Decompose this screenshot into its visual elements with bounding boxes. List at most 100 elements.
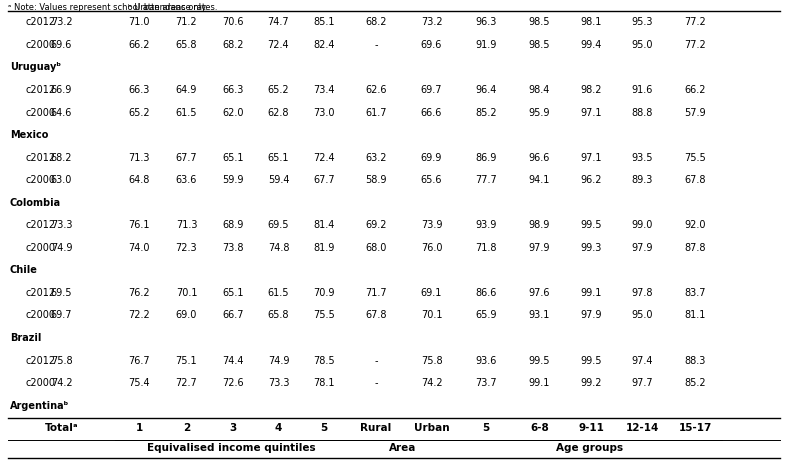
- Text: 96.6: 96.6: [529, 152, 550, 163]
- Text: 69.5: 69.5: [268, 220, 290, 230]
- Text: ᵃ Note: Values represent school attendance rates.: ᵃ Note: Values represent school attendan…: [8, 3, 217, 12]
- Text: 69.5: 69.5: [51, 288, 72, 298]
- Text: c2012: c2012: [26, 152, 56, 163]
- Text: 72.6: 72.6: [222, 378, 244, 388]
- Text: 62.6: 62.6: [365, 85, 387, 95]
- Text: 97.9: 97.9: [529, 243, 550, 253]
- Text: 75.8: 75.8: [51, 356, 72, 366]
- Text: 73.0: 73.0: [314, 108, 334, 117]
- Text: c2000: c2000: [26, 310, 56, 321]
- Text: 65.9: 65.9: [476, 310, 496, 321]
- Text: 88.3: 88.3: [684, 356, 706, 366]
- Text: 99.4: 99.4: [581, 40, 602, 50]
- Text: 68.2: 68.2: [365, 17, 387, 27]
- Text: 97.9: 97.9: [632, 243, 654, 253]
- Text: 66.2: 66.2: [128, 40, 150, 50]
- Text: 62.8: 62.8: [268, 108, 290, 117]
- Text: 71.3: 71.3: [176, 220, 197, 230]
- Text: 72.4: 72.4: [268, 40, 290, 50]
- Text: 62.0: 62.0: [222, 108, 244, 117]
- Text: 95.9: 95.9: [529, 108, 550, 117]
- Text: 71.2: 71.2: [176, 17, 197, 27]
- Text: c2012: c2012: [26, 356, 56, 366]
- Text: Area: Area: [389, 443, 416, 453]
- Text: 68.2: 68.2: [51, 152, 72, 163]
- Text: 75.8: 75.8: [421, 356, 443, 366]
- Text: 73.3: 73.3: [268, 378, 290, 388]
- Text: 4: 4: [275, 423, 282, 433]
- Text: 81.9: 81.9: [314, 243, 334, 253]
- Text: 98.5: 98.5: [529, 40, 550, 50]
- Text: 2: 2: [183, 423, 190, 433]
- Text: 69.6: 69.6: [421, 40, 442, 50]
- Text: c2000: c2000: [26, 378, 56, 388]
- Text: Totalᵃ: Totalᵃ: [45, 423, 79, 433]
- Text: 65.8: 65.8: [176, 40, 197, 50]
- Text: 63.2: 63.2: [365, 152, 387, 163]
- Text: 74.4: 74.4: [222, 356, 244, 366]
- Text: c2012: c2012: [26, 288, 56, 298]
- Text: -: -: [375, 378, 378, 388]
- Text: 73.9: 73.9: [421, 220, 442, 230]
- Text: 78.5: 78.5: [314, 356, 334, 366]
- Text: 65.2: 65.2: [268, 85, 290, 95]
- Text: 73.2: 73.2: [51, 17, 72, 27]
- Text: 70.6: 70.6: [222, 17, 244, 27]
- Text: c2012: c2012: [26, 85, 56, 95]
- Text: 74.8: 74.8: [268, 243, 290, 253]
- Text: 70.1: 70.1: [176, 288, 197, 298]
- Text: 61.5: 61.5: [268, 288, 290, 298]
- Text: c2000: c2000: [26, 243, 56, 253]
- Text: 96.2: 96.2: [581, 175, 602, 185]
- Text: Age groups: Age groups: [557, 443, 624, 453]
- Text: 69.6: 69.6: [51, 40, 72, 50]
- Text: 6-8: 6-8: [530, 423, 549, 433]
- Text: Urban: Urban: [414, 423, 449, 433]
- Text: 68.2: 68.2: [222, 40, 244, 50]
- Text: 97.8: 97.8: [632, 288, 654, 298]
- Text: 74.9: 74.9: [268, 356, 290, 366]
- Text: 91.9: 91.9: [476, 40, 496, 50]
- Text: 74.7: 74.7: [268, 17, 290, 27]
- Text: 86.6: 86.6: [476, 288, 496, 298]
- Text: 97.4: 97.4: [632, 356, 654, 366]
- Text: 98.2: 98.2: [581, 85, 602, 95]
- Text: 77.2: 77.2: [684, 40, 706, 50]
- Text: 57.9: 57.9: [684, 108, 706, 117]
- Text: 69.2: 69.2: [365, 220, 387, 230]
- Text: 97.1: 97.1: [581, 152, 602, 163]
- Text: 83.7: 83.7: [684, 288, 706, 298]
- Text: 9-11: 9-11: [578, 423, 604, 433]
- Text: 82.4: 82.4: [314, 40, 334, 50]
- Text: 64.8: 64.8: [128, 175, 150, 185]
- Text: 67.7: 67.7: [176, 152, 197, 163]
- Text: 69.9: 69.9: [421, 152, 442, 163]
- Text: 1: 1: [136, 423, 143, 433]
- Text: 65.8: 65.8: [268, 310, 290, 321]
- Text: 70.1: 70.1: [421, 310, 442, 321]
- Text: 75.1: 75.1: [176, 356, 197, 366]
- Text: 74.2: 74.2: [51, 378, 72, 388]
- Text: 12-14: 12-14: [626, 423, 659, 433]
- Text: 71.8: 71.8: [476, 243, 496, 253]
- Text: 65.1: 65.1: [222, 288, 244, 298]
- Text: 98.9: 98.9: [529, 220, 550, 230]
- Text: 65.1: 65.1: [222, 152, 244, 163]
- Text: 73.8: 73.8: [222, 243, 244, 253]
- Text: -: -: [375, 356, 378, 366]
- Text: 71.3: 71.3: [128, 152, 150, 163]
- Text: 93.1: 93.1: [529, 310, 550, 321]
- Text: 99.0: 99.0: [632, 220, 653, 230]
- Text: 99.5: 99.5: [581, 220, 602, 230]
- Text: 69.0: 69.0: [176, 310, 197, 321]
- Text: 66.3: 66.3: [128, 85, 150, 95]
- Text: 59.9: 59.9: [222, 175, 244, 185]
- Text: 61.7: 61.7: [365, 108, 387, 117]
- Text: 81.1: 81.1: [684, 310, 706, 321]
- Text: 66.7: 66.7: [222, 310, 244, 321]
- Text: 88.8: 88.8: [632, 108, 653, 117]
- Text: 96.3: 96.3: [476, 17, 496, 27]
- Text: 98.1: 98.1: [581, 17, 602, 27]
- Text: 65.6: 65.6: [421, 175, 442, 185]
- Text: 89.3: 89.3: [632, 175, 653, 185]
